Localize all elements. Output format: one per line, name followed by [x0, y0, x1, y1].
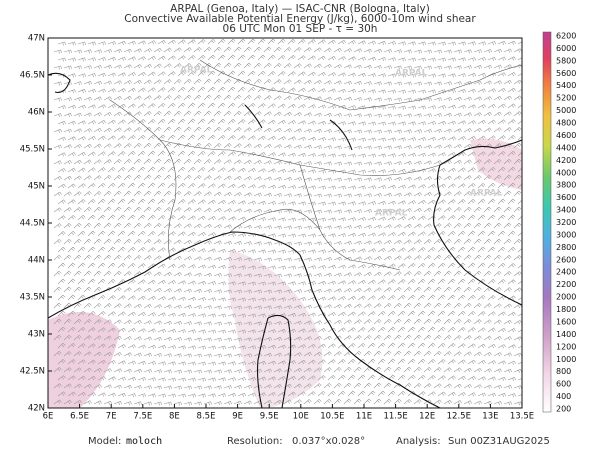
colorbar-label: 2600 — [556, 255, 576, 264]
colorbar-label: 5800 — [556, 56, 576, 65]
colorbar-label: 5600 — [556, 69, 576, 78]
colorbar-label: 3600 — [556, 193, 576, 202]
lon-label: 10E — [293, 412, 309, 422]
lon-label: 8.5E — [197, 412, 216, 422]
footer-value: moloch — [126, 436, 162, 447]
colorbar-label: 400 — [556, 392, 571, 401]
colorbar-label: 1800 — [556, 305, 576, 314]
lon-label: 7.5E — [133, 412, 152, 422]
colorbar-label: 1600 — [556, 317, 576, 326]
lat-label: 44N — [28, 256, 45, 266]
header-line: ARPAL (Genoa, Italy) — ISAC-CNR (Bologna… — [170, 3, 430, 15]
lat-label: 44.5N — [20, 219, 45, 229]
wind-barbs — [53, 38, 522, 406]
cape-shading — [470, 138, 522, 190]
colorbar-label: 5000 — [556, 106, 576, 115]
lon-label: 9E — [232, 412, 243, 422]
colorbar-label: 1000 — [556, 355, 576, 364]
colorbar-label: 6200 — [556, 32, 576, 41]
footer-label: Analysis: — [396, 436, 441, 447]
border — [109, 59, 522, 271]
colorbar-label: 3800 — [556, 181, 576, 190]
colorbar-label: 200 — [556, 405, 571, 414]
header-line: 06 UTC Mon 01 SEP - τ = 30h — [223, 23, 378, 35]
colorbar-label: 2400 — [556, 268, 576, 277]
colorbar-label: 3200 — [556, 218, 576, 227]
lon-label: 10.5E — [320, 412, 344, 422]
footer-label: Model: — [88, 436, 121, 447]
colorbar-label: 2200 — [556, 280, 576, 289]
lon-label: 11E — [356, 412, 372, 422]
colorbar-label: 1200 — [556, 342, 576, 351]
lat-label: 47N — [28, 34, 45, 44]
colorbar-label: 800 — [556, 367, 571, 376]
lat-label: 45.5N — [20, 145, 45, 155]
watermark: ARPAL — [395, 69, 428, 79]
lat-label: 42N — [28, 404, 45, 414]
lon-label: 6.5E — [70, 412, 89, 422]
watermark: ARPAL — [470, 189, 503, 199]
lat-label: 46.5N — [20, 71, 45, 81]
lon-label: 12.5E — [447, 412, 471, 422]
lon-label: 9.5E — [260, 412, 279, 422]
map-area: ARPAL ARPAL ARPAL ARPAL — [48, 38, 522, 408]
lat-label: 43N — [28, 330, 45, 340]
lat-label: 43.5N — [20, 293, 45, 303]
watermark: ARPAL — [375, 209, 408, 219]
lat-label: 42.5N — [20, 367, 45, 377]
colorbar-label: 4200 — [556, 156, 576, 165]
lon-label: 12E — [419, 412, 435, 422]
colorbar-label: 6000 — [556, 44, 576, 53]
lon-label: 11.5E — [383, 412, 407, 422]
colorbar-label: 5400 — [556, 81, 576, 90]
colorbar-label: 4800 — [556, 119, 576, 128]
colorbar-label: 1400 — [556, 330, 576, 339]
footer-label: Resolution: — [227, 436, 283, 447]
colorbar-label: 600 — [556, 380, 571, 389]
colorbar-label: 2800 — [556, 243, 576, 252]
lat-label: 46N — [28, 108, 45, 118]
coastline — [48, 72, 522, 408]
lat-label: 45N — [28, 182, 45, 192]
footer-value: Sun 00Z31AUG2025 — [448, 436, 550, 447]
colorbar-label: 3000 — [556, 230, 576, 239]
colorbar-label: 4600 — [556, 131, 576, 140]
colorbar-label: 4000 — [556, 168, 576, 177]
lon-label: 13.5E — [510, 412, 534, 422]
colorbar-label: 2000 — [556, 293, 576, 302]
colorbar — [542, 31, 552, 413]
footer-value: 0.037°x0.028° — [292, 436, 365, 447]
lon-label: 13E — [482, 412, 498, 422]
colorbar-label: 4400 — [556, 143, 576, 152]
lon-label: 7E — [106, 412, 117, 422]
colorbar-label: 3400 — [556, 206, 576, 215]
lon-label: 6E — [43, 412, 54, 422]
watermark: ARPAL — [180, 66, 213, 76]
lon-label: 8E — [169, 412, 180, 422]
header-line: Convective Available Potential Energy (J… — [124, 13, 476, 25]
colorbar-label: 5200 — [556, 94, 576, 103]
